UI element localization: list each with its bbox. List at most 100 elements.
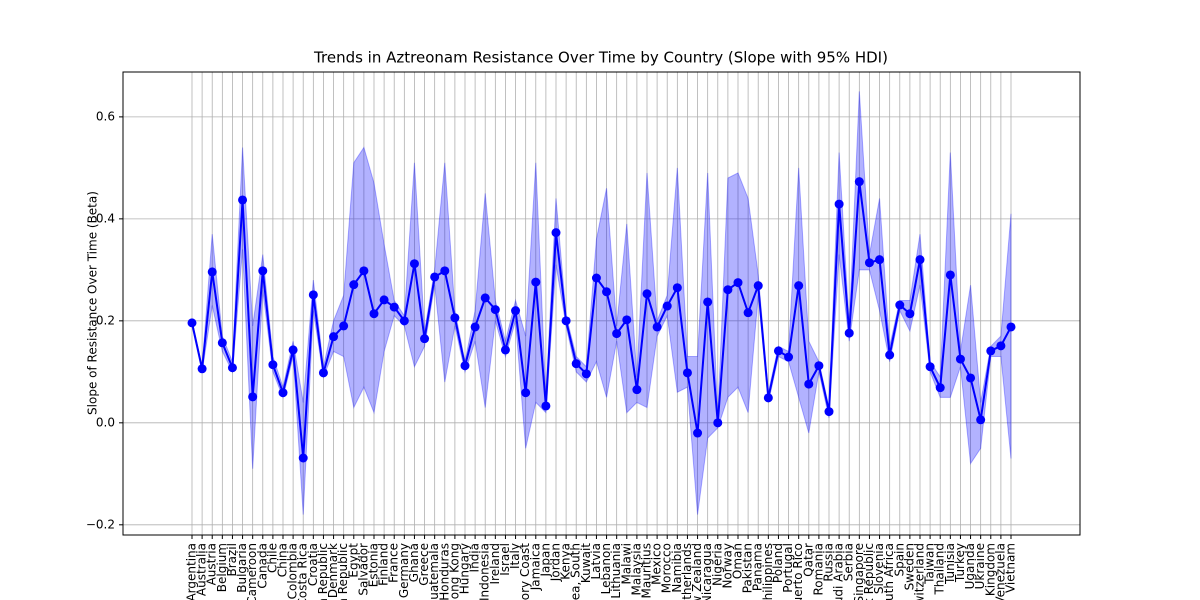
point: [399, 316, 409, 326]
x-tick-label: India: [468, 543, 482, 572]
x-tick-label: Argentina: [185, 543, 199, 600]
y-tick-label: 0.2: [96, 313, 115, 327]
point: [824, 407, 834, 417]
point: [642, 289, 652, 299]
point: [682, 368, 692, 378]
x-tick-label: South Africa: [882, 543, 896, 600]
x-tick-label: Puerto Rico: [791, 543, 805, 600]
point: [905, 309, 915, 319]
point: [622, 315, 632, 325]
x-tick-label: Portugal: [781, 543, 795, 593]
x-tick-label: Egypt: [346, 543, 360, 578]
point: [207, 267, 217, 277]
point: [197, 364, 207, 374]
point: [875, 255, 885, 265]
point: [935, 383, 945, 393]
point: [248, 392, 258, 402]
x-tick-label: Germany: [397, 543, 411, 598]
x-tick-label: Poland: [771, 543, 785, 583]
x-tick-label: New Zealand: [690, 543, 704, 600]
x-tick-label: Korea, South: [569, 543, 583, 600]
x-tick-label: Jordan: [549, 543, 563, 582]
point: [298, 453, 308, 463]
point: [551, 228, 561, 238]
point: [450, 313, 460, 323]
point: [602, 287, 612, 297]
point: [915, 255, 925, 265]
x-tick-label: Uganda: [963, 543, 977, 589]
point: [976, 415, 986, 425]
point: [541, 401, 551, 411]
point: [864, 258, 874, 268]
point: [420, 334, 430, 344]
x-tick-label: Chile: [265, 543, 279, 573]
x-tick-label: Kenya: [559, 543, 573, 580]
x-tick-label: Hong Kong: [447, 543, 461, 600]
point: [268, 360, 278, 370]
x-tick-label: Thailand: [933, 543, 947, 596]
point: [379, 295, 389, 305]
x-tick-label: Morocco: [660, 543, 674, 593]
point: [885, 350, 895, 360]
point: [339, 321, 349, 331]
point: [460, 361, 470, 371]
y-tick-label: 0.0: [96, 415, 115, 429]
point: [561, 316, 571, 326]
point: [1006, 322, 1016, 332]
x-tick-label: Singapore: [852, 543, 866, 600]
x-tick-label: Panama: [751, 543, 765, 591]
x-tick-label: Mauritius: [640, 543, 654, 598]
x-tick-label: France: [387, 543, 401, 583]
x-tick-label: Denmark: [326, 543, 340, 598]
x-tick-label: Guatemala: [427, 543, 441, 600]
x-tick-label: Nigeria: [710, 543, 724, 586]
x-tick-label: Austria: [205, 543, 219, 585]
x-tick-label: Greece: [417, 543, 431, 586]
point: [521, 388, 531, 398]
point: [632, 385, 642, 395]
x-tick-label: Mexico: [650, 543, 664, 585]
point: [369, 309, 379, 319]
point: [763, 393, 773, 403]
x-tick-label: Malawi: [619, 543, 633, 585]
x-tick-label: Lebanon: [599, 543, 613, 594]
x-tick-label: Pakistan: [741, 543, 755, 593]
x-tick-label: Dominican Republic: [336, 543, 350, 600]
point: [743, 308, 753, 318]
x-tick-label: Italy: [508, 543, 522, 569]
x-tick-label: Turkey: [953, 543, 967, 583]
x-tick-label: China: [276, 543, 290, 577]
x-tick-label: Indonesia: [478, 543, 492, 600]
x-tick-label: Slovenia: [872, 543, 886, 594]
x-tick-label: Hungary: [458, 543, 472, 594]
plot-frame: [122, 71, 1081, 536]
x-tick-label: United Kingdom: [983, 543, 997, 600]
point: [511, 306, 521, 316]
x-tick-label: Venezuela: [993, 543, 1007, 600]
point: [794, 281, 804, 291]
point: [278, 388, 288, 398]
x-tick-label: Israel: [498, 543, 512, 576]
point: [329, 332, 339, 342]
x-tick-label: Latvia: [589, 543, 603, 580]
x-tick-label: Tunisia: [943, 543, 957, 585]
x-tick-label: Vietnam: [1004, 543, 1018, 593]
point: [430, 272, 440, 282]
point: [784, 352, 794, 362]
x-tick-label: Kuwait: [579, 543, 593, 583]
point: [966, 373, 976, 383]
x-tick-label: Japan: [538, 543, 552, 577]
x-tick-label: Canada: [255, 543, 269, 589]
point: [996, 341, 1006, 351]
point: [986, 346, 996, 356]
hdi-band: [191, 91, 1012, 515]
x-tick-label: Ivory Coast: [518, 543, 532, 600]
point: [217, 338, 227, 348]
x-tick-label: Estonia: [367, 543, 381, 587]
point: [723, 285, 733, 295]
point: [480, 293, 490, 303]
point: [773, 346, 783, 356]
x-tick-label: Jamaica: [528, 543, 542, 591]
point: [490, 305, 500, 315]
